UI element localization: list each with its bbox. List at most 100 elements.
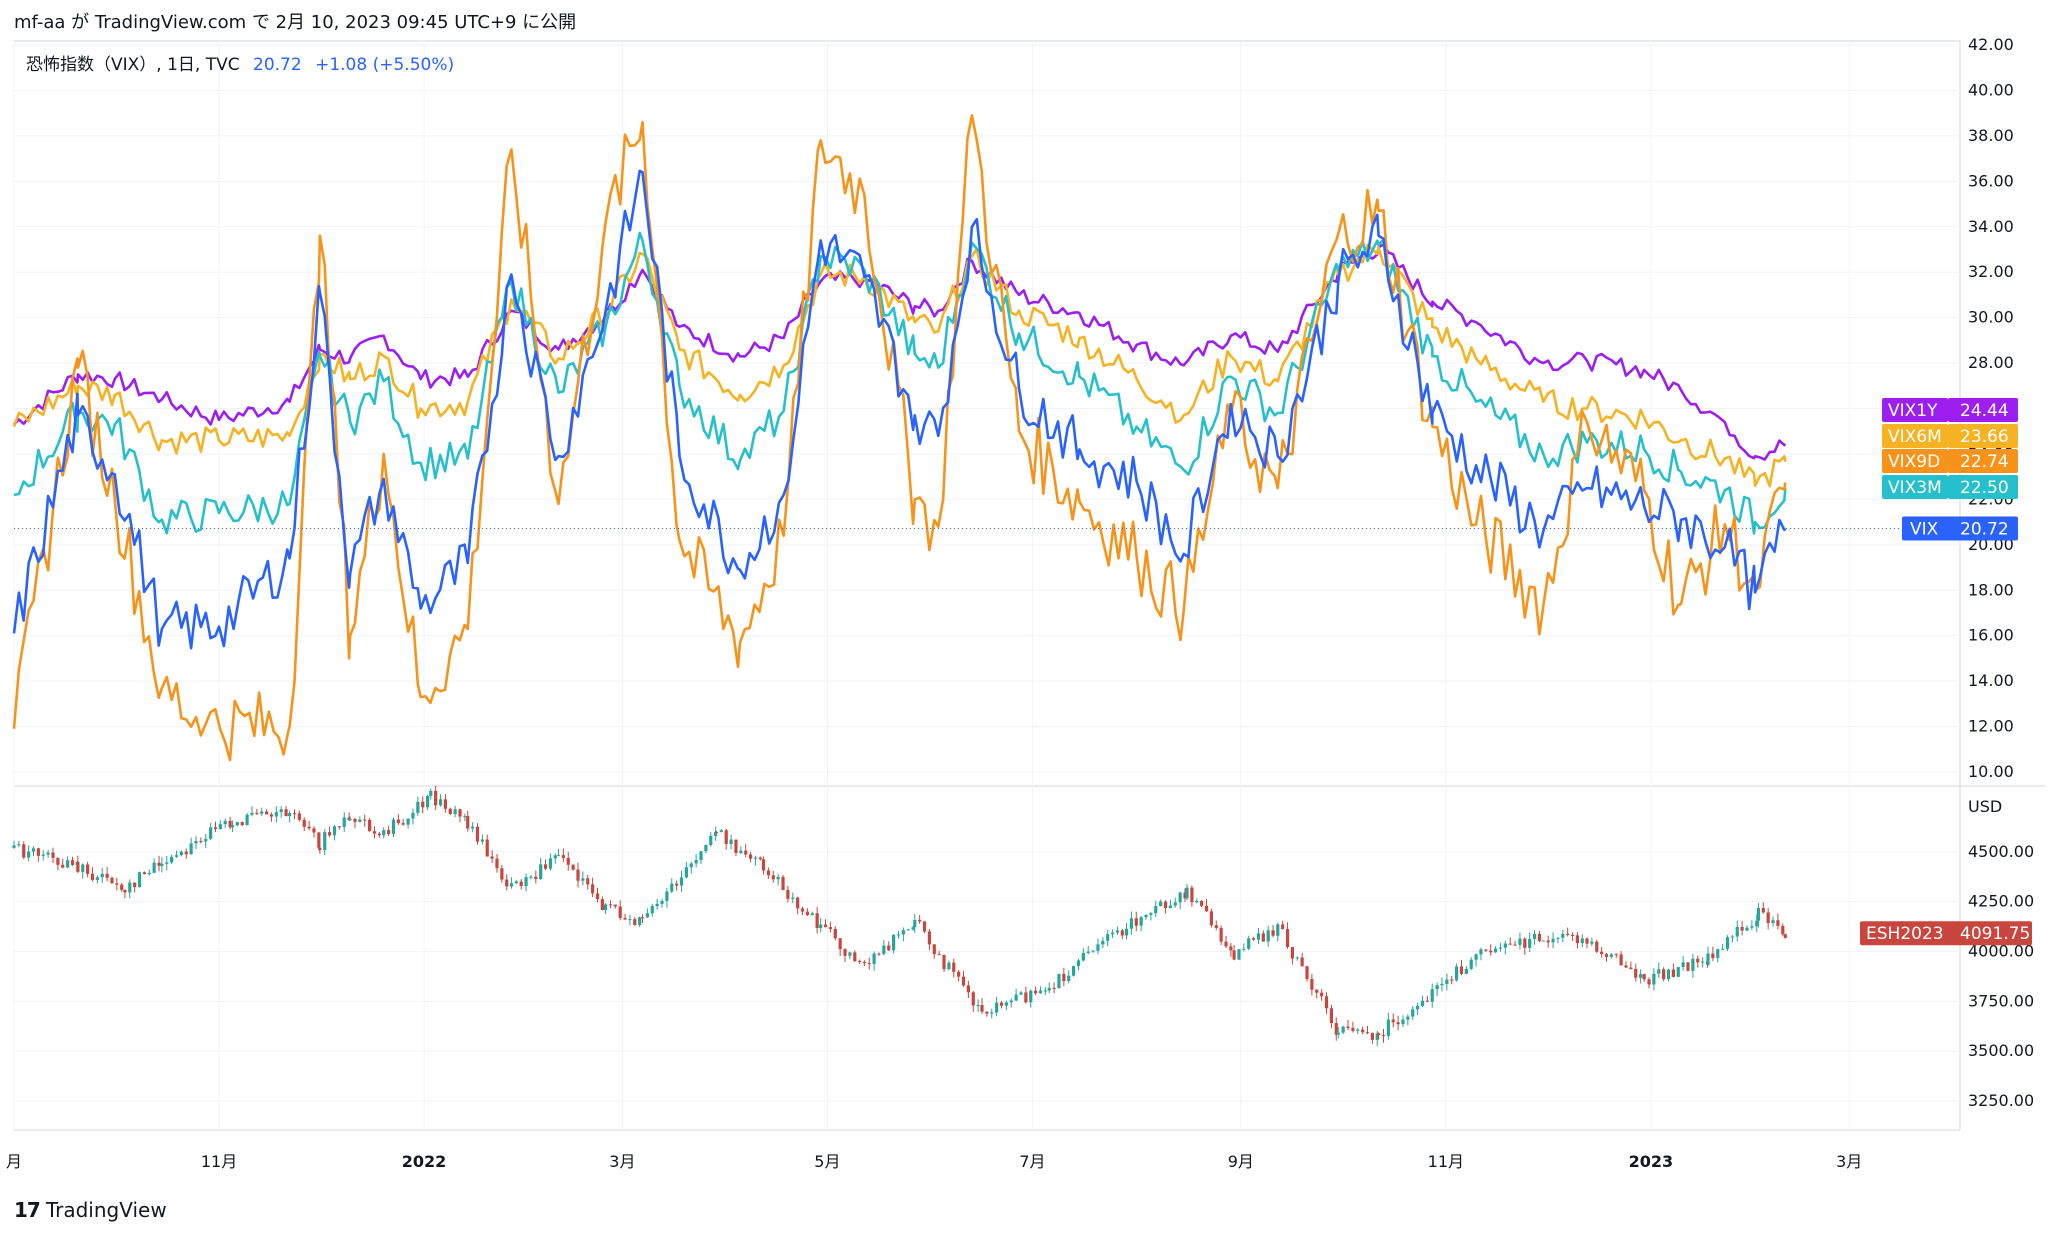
candle-body <box>70 860 75 865</box>
candle-body <box>434 790 438 806</box>
series-legend[interactable]: 恐怖指数（VIX）, 1日, TVC 20.72 +1.08 (+5.50%) <box>26 50 462 75</box>
candle-body <box>1232 950 1236 960</box>
candle-body <box>1200 900 1204 906</box>
candle-body <box>887 945 891 951</box>
candle-body <box>1725 937 1730 949</box>
legend-value: 20.72 <box>253 55 302 75</box>
candle-body <box>1681 962 1685 968</box>
x-tick-label: 9月 <box>1228 1152 1254 1171</box>
candle-body <box>1365 1032 1370 1034</box>
candle-body <box>524 877 528 887</box>
candle-body <box>353 818 357 822</box>
candle-body <box>1386 1019 1390 1036</box>
y-tick-label: 36.00 <box>1968 171 2014 190</box>
candle-body <box>199 841 203 843</box>
x-tick-label: 5月 <box>814 1152 840 1171</box>
candle-body <box>1173 902 1177 906</box>
candle-body <box>640 917 645 919</box>
candle-body <box>1209 911 1213 926</box>
candle-body <box>1163 901 1168 908</box>
candle-body <box>51 852 55 858</box>
candle-body <box>1124 928 1129 936</box>
candle-body <box>250 812 254 815</box>
candle-body <box>1081 952 1085 961</box>
candle-body <box>724 830 728 844</box>
candle-body <box>509 883 514 887</box>
candle-body <box>867 963 871 965</box>
candle-body <box>1019 992 1023 995</box>
candle-body <box>1445 979 1449 984</box>
candle-body <box>90 873 95 880</box>
candle-body <box>971 992 975 1006</box>
candle-body <box>1381 1035 1386 1037</box>
candle-body <box>1609 954 1613 957</box>
candle-body <box>872 953 876 964</box>
candle-body <box>1464 968 1468 974</box>
candle-body <box>932 944 936 955</box>
series-tag-value: 20.72 <box>1960 519 2009 539</box>
series-tag-bg <box>1882 424 1948 448</box>
candle-body <box>218 824 222 830</box>
candle-body <box>348 818 352 821</box>
candle-body <box>1716 949 1720 959</box>
candle-body <box>1783 934 1787 938</box>
last-value-tag-vix3m: VIX3M 22.50 <box>1882 475 2018 499</box>
candle-body <box>670 883 674 892</box>
candle-body <box>128 882 132 893</box>
candle-body <box>1351 1027 1355 1031</box>
candle-body <box>328 832 332 836</box>
candle-body <box>342 817 346 827</box>
candle-body <box>1454 966 1459 981</box>
series-tag-name: VIX3M <box>1888 478 1942 498</box>
candle-body <box>734 839 738 854</box>
candle-body <box>1639 974 1643 978</box>
candle-body <box>22 844 26 858</box>
candle-body <box>174 855 179 857</box>
candle-body <box>1129 918 1134 929</box>
candle-body <box>704 845 708 852</box>
candle-body <box>882 945 886 954</box>
series-tag-bg <box>1902 516 2018 541</box>
candle-body <box>1642 974 1646 980</box>
candle-body <box>61 864 65 868</box>
candle-body <box>463 816 467 818</box>
series-tag-value-bg <box>1948 424 2018 448</box>
candle-body <box>1604 954 1609 957</box>
candle-body <box>853 952 857 962</box>
candle-body <box>189 843 193 855</box>
candle-body <box>823 924 828 928</box>
legend-change: +1.08 (+5.50%) <box>315 55 455 75</box>
candle-body <box>1523 938 1527 948</box>
candle-body <box>1251 938 1256 940</box>
candle-body <box>833 929 837 939</box>
footer-branding: 17 TradingView <box>14 1198 167 1222</box>
series-tag-value: 23.66 <box>1960 427 2009 447</box>
last-value-tag-vix: VIX 20.72 <box>1902 516 2018 541</box>
candle-body <box>66 860 70 868</box>
candle-body <box>947 962 951 970</box>
candle-body <box>595 893 600 900</box>
candle-body <box>1503 943 1507 948</box>
candle-body <box>363 819 367 821</box>
candle-body <box>999 1002 1004 1006</box>
candle-body <box>791 897 795 899</box>
candle-body <box>170 856 174 863</box>
candle-body <box>1691 958 1695 971</box>
candle-body <box>810 913 814 916</box>
candle-body <box>543 864 548 869</box>
series-line-vix3m <box>13 231 1787 535</box>
candle-body <box>1029 990 1033 1003</box>
candle-body <box>230 825 235 828</box>
candle-body <box>1546 940 1550 943</box>
candle-body <box>95 877 99 880</box>
candle-body <box>1771 920 1775 924</box>
candle-body <box>828 927 833 930</box>
candle-body <box>396 819 400 824</box>
candle-body <box>471 826 475 829</box>
candle-body <box>12 845 16 848</box>
candle-body <box>1062 973 1066 982</box>
candle-body <box>1096 944 1100 951</box>
y-tick-label: 10.00 <box>1968 762 2014 781</box>
series-line-vix <box>12 169 1787 650</box>
